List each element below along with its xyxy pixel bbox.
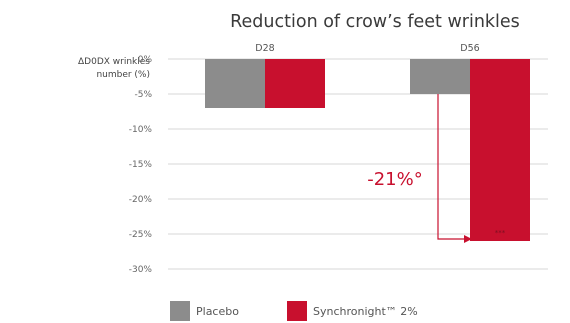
- bar-placebo-d56: [410, 59, 470, 94]
- y-tick-label: -10%: [129, 125, 153, 135]
- y-tick-label: -5%: [134, 90, 152, 100]
- y-tick-label: -15%: [129, 160, 153, 170]
- category-label: D28: [255, 43, 274, 54]
- y-tick-label: -30%: [129, 265, 153, 275]
- bar-synchronight-2-d56: [470, 59, 530, 241]
- bar-placebo-d28: [205, 59, 265, 108]
- bar-synchronight-2-d28: [265, 59, 325, 108]
- legend: Placebo Synchronight™ 2%: [170, 301, 418, 321]
- y-tick-label: 0%: [138, 55, 153, 65]
- y-tick-label: -20%: [129, 195, 153, 205]
- annotation: -21%° ***: [367, 94, 506, 243]
- y-axis-label-line-2: number (%): [96, 70, 150, 80]
- legend-swatch: [170, 301, 190, 321]
- y-tick-label: -25%: [129, 230, 153, 240]
- category-label: D56: [460, 43, 479, 54]
- legend-label: Synchronight™ 2%: [313, 305, 418, 318]
- category-labels: D28 D56: [255, 43, 479, 54]
- legend-label: Placebo: [196, 305, 239, 318]
- legend-swatch: [287, 301, 307, 321]
- y-axis-ticks: 0% -5% -10% -15% -20% -25% -30%: [129, 55, 153, 275]
- annotation-arrowhead: [464, 235, 472, 243]
- annotation-label: -21%°: [367, 169, 423, 190]
- y-axis-label-line-1: ΔD0DX wrinkles: [78, 57, 150, 67]
- chart-title: Reduction of crow’s feet wrinkles: [230, 12, 520, 32]
- annotation-arrow: [437, 94, 467, 240]
- bars: [205, 59, 530, 241]
- significance-label: ***: [495, 229, 506, 237]
